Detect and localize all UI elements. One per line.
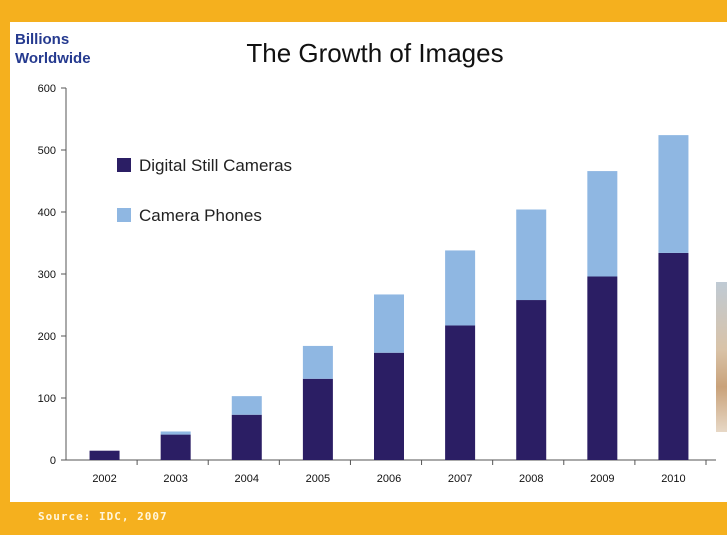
source-note: Source: IDC, 2007 — [38, 510, 168, 523]
bar-camera-phones-2006 — [374, 294, 404, 353]
x-tick-label: 2007 — [448, 473, 472, 485]
legend-label: Digital Still Cameras — [139, 156, 292, 175]
bar-digital-still-cameras-2003 — [160, 434, 191, 460]
x-tick-label: 2006 — [377, 473, 401, 485]
x-axis: 2002 2003 2004 2005 2006 2007 2008 2009 2010 — [66, 459, 716, 485]
bar-digital-still-cameras-2008 — [516, 300, 547, 460]
legend-swatch — [117, 208, 131, 222]
y-tick-label: 200 — [38, 331, 56, 343]
bar-digital-still-cameras-2002 — [89, 450, 120, 460]
y-tick-label: 400 — [38, 207, 56, 219]
y-tick-label: 300 — [38, 269, 56, 281]
bar-digital-still-cameras-2004 — [231, 414, 262, 460]
bar-camera-phones-2008 — [516, 209, 547, 301]
x-tick-label: 2010 — [661, 473, 685, 485]
bar-digital-still-cameras-2010 — [658, 252, 689, 460]
bar-digital-still-cameras-2009 — [587, 276, 618, 460]
x-tick-label: 2002 — [92, 473, 116, 485]
side-photo-fragment — [716, 282, 727, 432]
bar-camera-phones-2004 — [231, 396, 262, 415]
y-tick-label: 0 — [50, 455, 56, 467]
chart-title: The Growth of Images — [246, 38, 504, 68]
bar-camera-phones-2010 — [658, 135, 689, 253]
y-tick-label: 500 — [38, 145, 56, 157]
bar-digital-still-cameras-2006 — [374, 352, 404, 460]
legend-swatch — [117, 158, 131, 172]
bars — [89, 135, 689, 460]
x-tick-label: 2008 — [519, 473, 543, 485]
bar-camera-phones-2005 — [302, 345, 333, 379]
bar-digital-still-cameras-2007 — [445, 325, 476, 460]
y-axis-label: Billions Worldwide — [15, 31, 91, 67]
y-tick-label: 600 — [38, 83, 56, 95]
bar-digital-still-cameras-2005 — [302, 378, 333, 460]
x-tick-label: 2005 — [306, 473, 330, 485]
bar-camera-phones-2009 — [587, 171, 618, 277]
legend: Digital Still Cameras Camera Phones — [117, 156, 292, 225]
y-axis: 0 100 200 300 400 500 600 — [38, 83, 67, 467]
y-tick-label: 100 — [38, 393, 56, 405]
x-tick-label: 2004 — [235, 473, 259, 485]
x-tick-label: 2003 — [163, 473, 187, 485]
legend-label: Camera Phones — [139, 206, 262, 225]
bar-camera-phones-2007 — [445, 250, 476, 326]
bar-camera-phones-2003 — [160, 431, 191, 435]
x-tick-label: 2009 — [590, 473, 614, 485]
